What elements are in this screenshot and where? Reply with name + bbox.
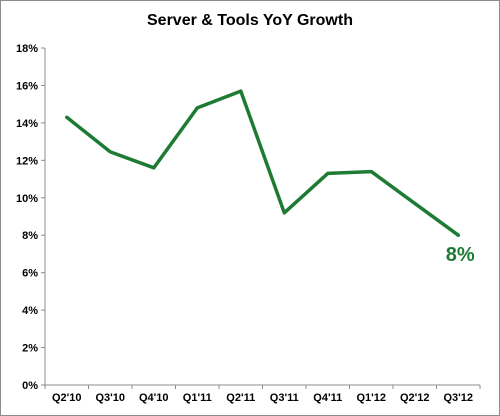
end-value-label: 8% bbox=[446, 244, 475, 266]
x-tick-label: Q1'12 bbox=[356, 392, 386, 404]
x-tick-label: Q3'12 bbox=[443, 392, 473, 404]
x-tick-label: Q3'10 bbox=[95, 392, 125, 404]
y-tick-label: 14% bbox=[16, 118, 38, 130]
y-tick-label: 10% bbox=[16, 193, 38, 205]
y-tick-label: 0% bbox=[22, 380, 38, 392]
y-tick-label: 2% bbox=[22, 343, 38, 355]
x-tick-labels: Q2'10 Q3'10 Q4'10 Q1'11 Q2'11 Q3'11 Q4'11 Q1'12… bbox=[52, 392, 473, 404]
x-tick-label: Q4'11 bbox=[313, 392, 342, 404]
y-tick-label: 18% bbox=[16, 43, 38, 55]
x-tick-label: Q2'11 bbox=[226, 392, 255, 404]
y-tick-labels: 0% 2% 4% 6% 8% 10% 12% 14% 16% 18% bbox=[16, 43, 38, 392]
y-tick-label: 6% bbox=[22, 268, 38, 280]
series-line bbox=[65, 89, 461, 237]
x-tick-label: Q4'10 bbox=[139, 392, 169, 404]
y-tick-label: 8% bbox=[22, 230, 38, 242]
x-tick-label: Q2'10 bbox=[52, 392, 82, 404]
y-tick-label: 16% bbox=[16, 80, 38, 92]
x-tick-label: Q3'11 bbox=[270, 392, 299, 404]
chart-axes bbox=[41, 47, 481, 389]
y-tick-label: 12% bbox=[16, 155, 38, 167]
y-tick-label: 4% bbox=[22, 305, 38, 317]
x-tick-label: Q2'12 bbox=[400, 392, 430, 404]
series-lines bbox=[65, 89, 461, 237]
x-tick-label: Q1'11 bbox=[183, 392, 212, 404]
chart-title: Server & Tools YoY Growth bbox=[147, 12, 353, 29]
